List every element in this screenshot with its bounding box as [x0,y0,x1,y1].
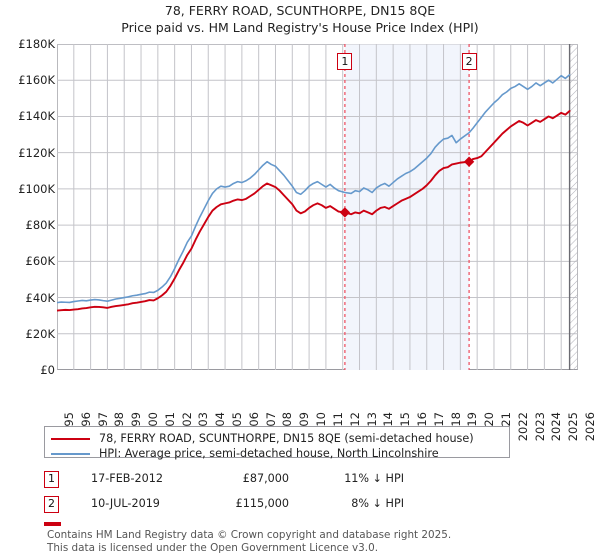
transactions-table: 1 17-FEB-2012 £87,000 11% ↓ HPI 2 10-JUL-2019… [44,470,514,520]
plot-background [57,44,578,370]
transaction-date: 10-JUL-2019 [91,497,160,510]
chart-legend: 78, FERRY ROAD, SCUNTHORPE, DN15 8QE (se… [44,426,510,461]
x-tick-label: 2023 [532,412,547,442]
page-subtitle: Price paid vs. HM Land Registry's House … [121,20,479,35]
transaction-date: 17-FEB-2012 [91,472,163,485]
legend-color-swatch [51,437,90,440]
table-row[interactable]: 1 17-FEB-2012 £87,000 11% ↓ HPI [44,470,514,495]
table-row[interactable]: 2 10-JUL-2019 £115,000 8% ↓ HPI [44,495,514,520]
y-tick-label: £60K [25,254,56,269]
chart-title-block: 78, FERRY ROAD, SCUNTHORPE, DN15 8QE Pri… [0,2,600,36]
y-tick-label: £180K [18,37,55,51]
legend-label: HPI: Average price, semi-detached house,… [99,447,439,460]
y-tick-label: £20K [25,326,56,341]
footer-line-2: This data is licensed under the Open Gov… [47,541,379,554]
transaction-price: £87,000 [242,472,289,485]
y-tick-label: £80K [25,218,56,233]
x-axis: 1995199619971998199920002001200220032004… [57,372,597,441]
y-tick-label: £0 [40,363,55,377]
plot-area [57,44,578,370]
legend-label: 78, FERRY ROAD, SCUNTHORPE, DN15 8QE (se… [99,432,474,445]
page-title: 78, FERRY ROAD, SCUNTHORPE, DN15 8QE [164,3,436,18]
legend-item[interactable]: HPI: Average price, semi-detached house,… [51,446,439,461]
y-axis: £0 £20K £40K £60K £80K £100K £120K £140K £160K £1… [0,37,56,377]
x-tick-label: 2024 [549,412,564,442]
x-tick-label: 2022 [515,412,530,442]
footer-accent-bar [44,522,61,526]
x-tick-label: 2025 [566,412,581,442]
y-tick-label: £140K [18,109,55,124]
chart-marker-flag-1[interactable]: 1 [337,53,353,70]
plot-svg [57,44,578,370]
y-tick-label: £160K [18,73,55,88]
footer-line-1: Contains HM Land Registry data © Crown c… [47,529,452,541]
transaction-hpi-delta: 11% ↓ HPI [344,472,404,485]
transaction-index-badge: 1 [44,471,59,488]
footer-attribution: Contains HM Land Registry data © Crown c… [47,529,567,554]
transaction-hpi-delta: 8% ↓ HPI [351,497,404,510]
transaction-price: £115,000 [235,497,289,510]
legend-color-swatch [51,452,90,455]
x-tick-label: 2026 [583,412,597,442]
y-tick-label: £40K [25,290,56,305]
chart-marker-flag-2[interactable]: 2 [461,53,477,70]
y-tick-label: £100K [18,181,55,196]
legend-item[interactable]: 78, FERRY ROAD, SCUNTHORPE, DN15 8QE (se… [51,431,474,446]
transaction-index-badge: 2 [44,496,59,513]
y-tick-label: £120K [18,145,55,160]
